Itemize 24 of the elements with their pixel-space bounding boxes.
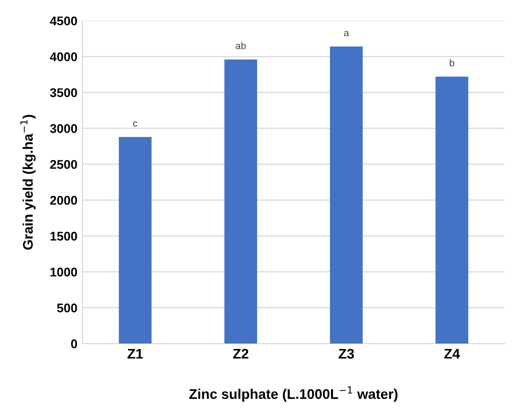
y-tick-label: 4500 xyxy=(50,16,78,26)
annotation: b xyxy=(450,59,454,66)
x-axis-title: Zinc sulphate (L.1000L$^{−1}$ water) xyxy=(189,386,398,402)
y-tick-label: 3500 xyxy=(50,88,78,98)
y-tick-label: 3000 xyxy=(50,124,78,134)
bar xyxy=(118,136,152,344)
x-tick-label: Z3 xyxy=(338,348,354,359)
y-tick-label: 1500 xyxy=(50,232,78,241)
y-tick-label: 4000 xyxy=(50,52,78,62)
x-tick-label: Z1 xyxy=(128,348,143,359)
annotation: a xyxy=(344,30,350,36)
bar xyxy=(330,46,363,344)
bar xyxy=(436,76,468,344)
y-tick-label: 2500 xyxy=(50,160,78,169)
y-axis-title: Grain yield (kg.ha$^{−1}$) xyxy=(20,114,36,250)
annotation: c xyxy=(133,121,138,127)
y-tick-label: 2000 xyxy=(50,196,78,205)
y-tick-label: 500 xyxy=(57,304,78,312)
x-tick-label: Z4 xyxy=(444,348,460,359)
y-tick-label: 0 xyxy=(71,339,78,348)
bar xyxy=(224,59,258,344)
x-tick-label: Z2 xyxy=(233,348,248,359)
y-tick-label: 1000 xyxy=(50,268,78,277)
annotation: ab xyxy=(236,42,246,50)
